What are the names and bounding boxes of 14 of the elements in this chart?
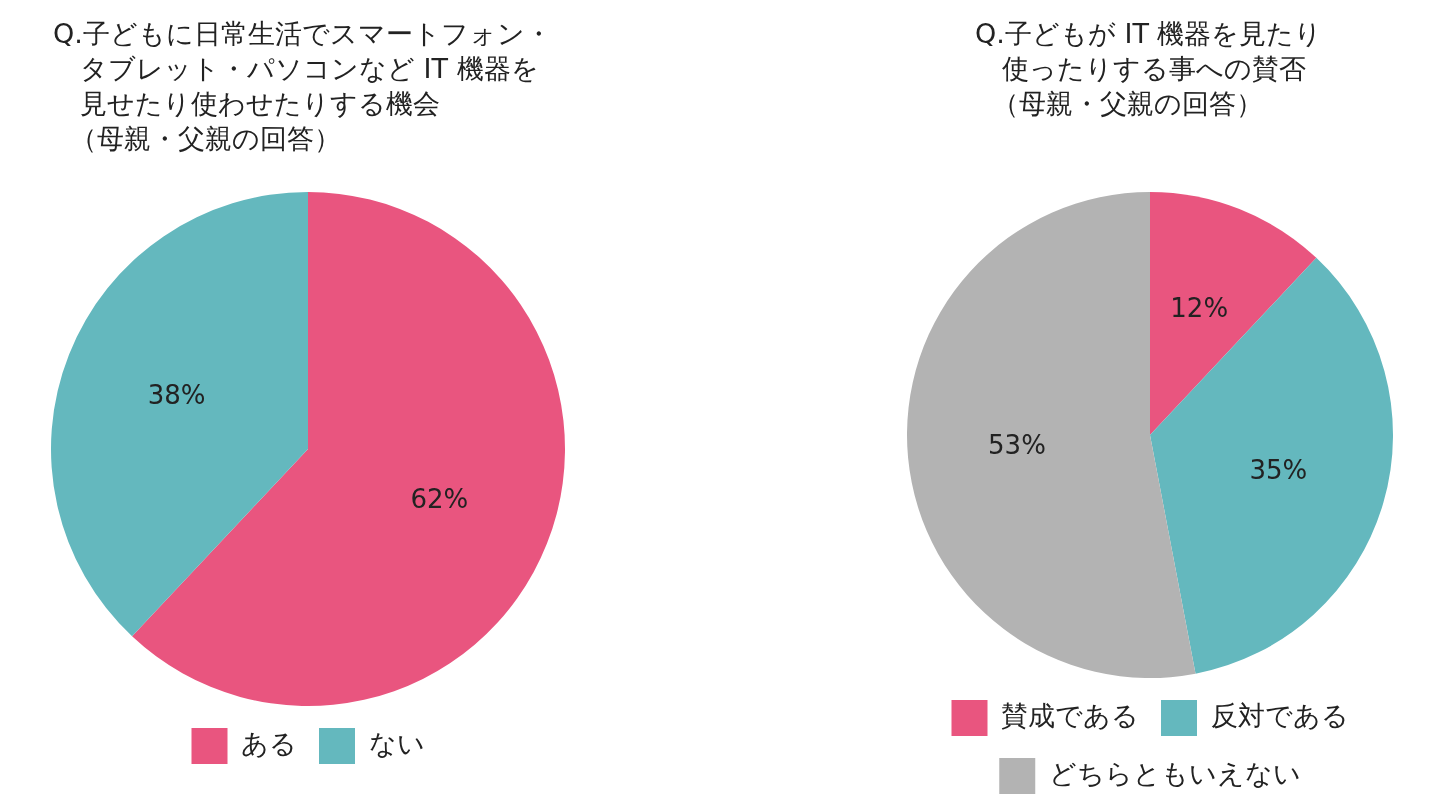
legend-label: 賛成である [1001, 700, 1139, 732]
data-label: 35% [1249, 455, 1308, 486]
chart-subtitle: （母親・父親の回答） [991, 87, 1264, 121]
legend-label: ある [241, 728, 297, 760]
chart-title: Q.子どもに日常生活でスマートフォン・タブレット・パソコンなど IT 機器を見せたり使わせたりする機会 [53, 17, 553, 121]
chart-subtitle: （母親・父親の回答） [69, 122, 342, 156]
chart-title: Q.子どもが IT 機器を見たり使ったりする事への賛否 [975, 17, 1324, 86]
data-label: 12% [1170, 293, 1229, 324]
legend-label: 反対である [1210, 700, 1349, 732]
data-label: 62% [410, 483, 469, 514]
data-label: 53% [988, 430, 1046, 461]
legend-label: どちらともいえない [1048, 758, 1301, 790]
data-label: 38% [147, 379, 206, 410]
legend-label: ない [368, 728, 425, 760]
